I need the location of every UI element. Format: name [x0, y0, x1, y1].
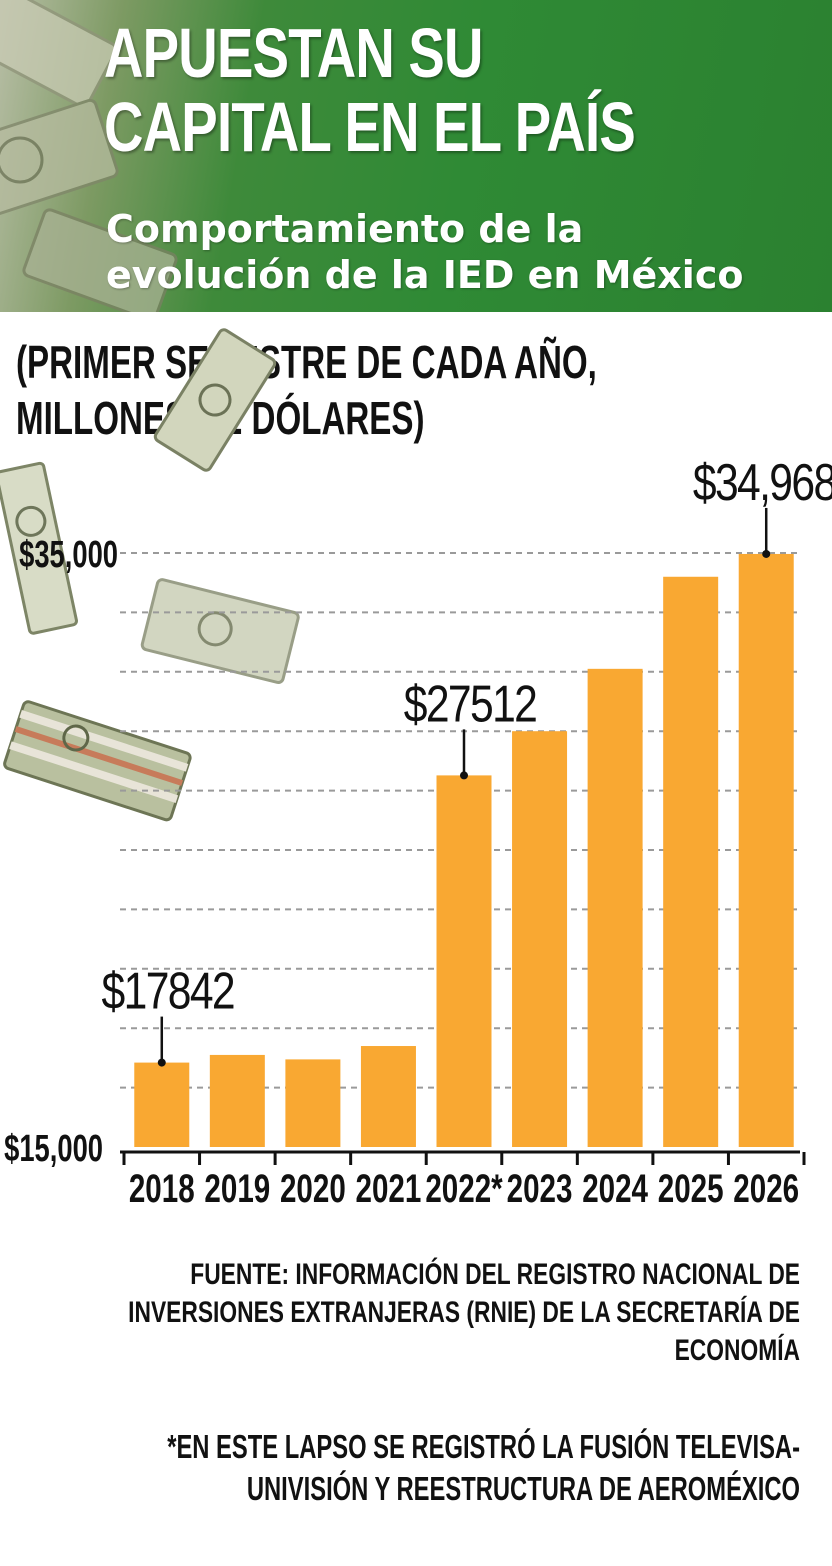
bar-2019 — [209, 1054, 265, 1147]
header-banner: APUESTAN SU CAPITAL EN EL PAÍS Comportam… — [0, 0, 832, 312]
bar-2025 — [663, 576, 719, 1147]
units-label-line-1: (PRIMER SEMESTRE DE CADA AÑO, — [16, 336, 597, 388]
chart-title: APUESTAN SU CAPITAL EN EL PAÍS — [104, 14, 636, 166]
x-tick-label: 2019 — [204, 1167, 270, 1211]
footnote-line-2: UNIVISIÓN Y REESTRUCTURA DE AEROMÉXICO — [246, 1470, 800, 1507]
bar-2022 — [436, 775, 492, 1147]
x-tick-label: 2018 — [129, 1167, 195, 1211]
data-label: $17842 — [102, 963, 235, 1021]
y-tick-label: $15,000 — [4, 1128, 103, 1170]
y-tick-label: $35,000 — [19, 534, 118, 576]
bar-2023 — [512, 731, 568, 1147]
chart-subtitle: Comportamiento de la evolución de la IED… — [106, 206, 743, 298]
data-label-dot — [762, 549, 771, 558]
data-label: $27512 — [404, 675, 537, 733]
bar-2024 — [587, 668, 643, 1147]
x-tick-label: 2020 — [280, 1167, 346, 1211]
x-tick-label: 2022* — [425, 1167, 503, 1211]
footnote: *EN ESTE LAPSO SE REGISTRÓ LA FUSIÓN TEL… — [152, 1426, 800, 1510]
chart-title-line-2: CAPITAL EN EL PAÍS — [104, 88, 636, 166]
chart-subtitle-line-2: evolución de la IED en México — [106, 253, 744, 297]
data-label-dot — [157, 1058, 166, 1067]
bar-2018 — [134, 1062, 190, 1147]
chart-title-line-1: APUESTAN SU — [104, 14, 483, 92]
bar-2026 — [738, 553, 794, 1147]
data-label-dot — [460, 771, 468, 780]
data-label: $34,968 — [693, 454, 832, 512]
bar-2021 — [360, 1046, 416, 1147]
source-note: FUENTE: INFORMACIÓN DEL REGISTRO NACIONA… — [116, 1256, 800, 1370]
bar-2020 — [285, 1059, 341, 1147]
source-note-line-2: INVERSIONES EXTRANJERAS (RNIE) DE LA SEC… — [128, 1296, 800, 1329]
dollar-bills-icon — [0, 0, 178, 312]
x-tick-label: 2023 — [507, 1167, 573, 1211]
footnote-line-1: *EN ESTE LAPSO SE REGISTRÓ LA FUSIÓN TEL… — [167, 1428, 801, 1465]
source-note-line-3: ECONOMÍA — [674, 1334, 800, 1367]
x-tick-label: 2025 — [658, 1167, 724, 1211]
x-tick-label: 2021 — [356, 1167, 422, 1211]
source-note-line-1: FUENTE: INFORMACIÓN DEL REGISTRO NACIONA… — [190, 1258, 800, 1291]
chart-subtitle-line-1: Comportamiento de la — [106, 207, 584, 251]
x-tick-label: 2026 — [733, 1167, 799, 1211]
x-tick-label: 2024 — [582, 1167, 648, 1211]
